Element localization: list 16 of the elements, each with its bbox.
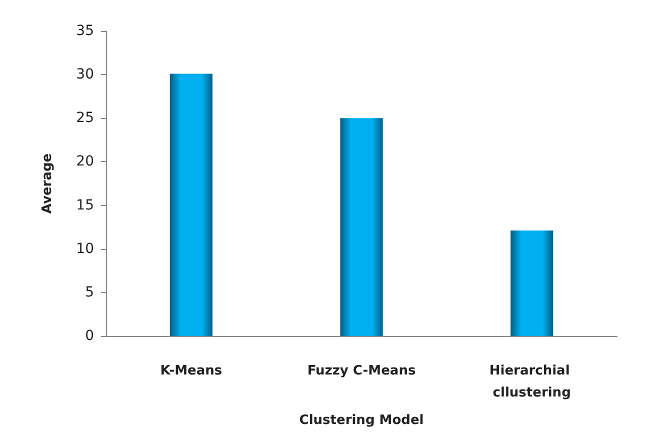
bar (340, 118, 383, 336)
y-tick-label: 30 (76, 66, 94, 83)
y-tick-label: 20 (76, 154, 94, 170)
x-tick-label: Fuzzy C-Means (307, 364, 416, 378)
y-tick-label: 0 (85, 328, 94, 344)
y-tick-label: 15 (76, 197, 94, 214)
y-tick-label: 25 (76, 110, 94, 126)
bar (170, 74, 212, 336)
x-tick-label: K-Means (160, 364, 222, 378)
x-axis-title: Clustering Model (299, 413, 424, 428)
y-tick-label: 35 (76, 23, 94, 39)
y-tick-label: 10 (76, 240, 94, 257)
y-tick-label: 5 (85, 284, 94, 300)
y-axis-title: Average (40, 153, 55, 214)
x-tick-label: Hierarchial cllustering (489, 364, 574, 400)
bar (510, 230, 554, 336)
